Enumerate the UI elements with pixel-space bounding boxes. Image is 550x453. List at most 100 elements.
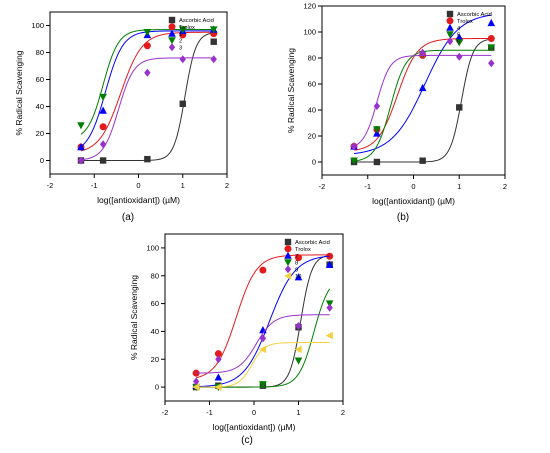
data-point [178,26,187,34]
y-tick-label: 20 [36,129,44,138]
fit-curve-2 [353,38,492,151]
legend-marker [446,37,454,46]
x-tick-label: 0 [136,181,140,190]
legend-marker [446,17,454,25]
fit-curve-5 [80,57,214,161]
legend-label: 7 [295,254,298,260]
data-point [143,42,151,50]
y-tick-label: 60 [308,80,316,89]
data-point [259,334,267,343]
legend-marker [284,272,292,280]
legend-label: Trolox [457,19,473,25]
data-point [99,93,107,102]
data-point [294,357,303,365]
data-point [295,321,302,330]
data-point [77,143,85,151]
legend-marker [168,37,176,45]
data-point [192,383,200,391]
data-point [99,140,107,149]
x-tick-label: -1 [206,408,213,417]
y-tick-label: 80 [308,54,316,63]
data-point [77,156,85,165]
fit-curve-5 [353,54,492,147]
legend-label: 1 [179,32,182,38]
x-tick-label: -1 [91,181,98,190]
data-point [295,254,302,262]
y-axis-label: % Radical Scavenging [129,275,139,360]
legend-label: Ascorbic Acid [295,240,330,246]
x-tick-label: 1 [457,182,461,191]
legend-marker [168,29,176,37]
panel-label: (c) [241,435,253,446]
data-point [419,157,426,164]
legend-label: Trolox [295,247,311,253]
legend-label: 2 [179,39,182,45]
data-point [209,26,218,34]
legend-label: Trolox [179,25,195,31]
y-tick-label: 80 [151,271,159,280]
legend-label: 5 [457,33,460,39]
legend-marker [284,238,292,246]
y-tick-label: 40 [151,327,159,336]
y-tick-label: 120 [303,2,316,11]
data-point [487,35,495,42]
data-point [210,55,217,64]
x-axis-label: log([antioxidant]) (µM) [372,196,455,206]
y-tick-label: 100 [146,243,159,252]
data-point [325,331,333,340]
x-tick-label: -2 [319,182,326,191]
legend-marker [284,265,292,274]
x-tick-label: 2 [503,182,507,191]
data-point [215,355,222,364]
legend-marker [168,16,176,24]
data-point [456,104,463,111]
legend-marker [446,10,454,18]
data-point [214,373,223,381]
data-point [214,350,222,358]
fit-curve-2 [80,31,214,152]
plot-frame [164,233,344,402]
x-tick-label: -1 [364,182,371,191]
data-point [99,157,107,164]
data-point [77,122,85,130]
data-point [487,18,496,27]
legend-label: 10 [295,274,301,280]
data-point [99,106,107,114]
y-axis-label: % Radical Scavenging [286,48,296,133]
data-point [192,377,200,386]
data-point [326,303,333,312]
chart-panel-2: -2 -1 0 1 2020406080100120log([antioxidant])… [286,2,507,224]
legend-label: 4 [457,26,461,32]
legend-label: 9 [295,267,298,273]
data-point [179,100,186,107]
x-tick-label: 0 [411,182,415,191]
fit-curve-1 [196,255,330,388]
data-point [294,273,303,281]
data-point [210,38,217,45]
data-point [99,123,107,131]
data-point [179,55,186,64]
legend-marker [284,245,292,253]
data-point [192,369,200,377]
x-tick-label: -2 [162,408,169,417]
x-tick-label: 2 [225,181,229,190]
data-point [455,33,464,41]
y-tick-label: 100 [303,28,316,37]
x-tick-label: -2 [47,181,54,190]
y-tick-label: 20 [151,355,159,364]
legend-label: Ascorbic Acid [457,12,492,18]
data-point [350,157,358,165]
fit-curve-5 [196,314,330,374]
y-tick-label: 0 [312,158,316,167]
y-tick-label: 80 [36,48,44,57]
legend-label: 8 [295,261,298,267]
x-tick-label: 2 [341,408,345,417]
y-axis-label: % Radical Scavenging [14,50,24,135]
data-point [350,142,358,151]
y-tick-label: 40 [36,102,44,111]
data-point [419,48,426,57]
y-tick-label: 0 [155,383,159,392]
